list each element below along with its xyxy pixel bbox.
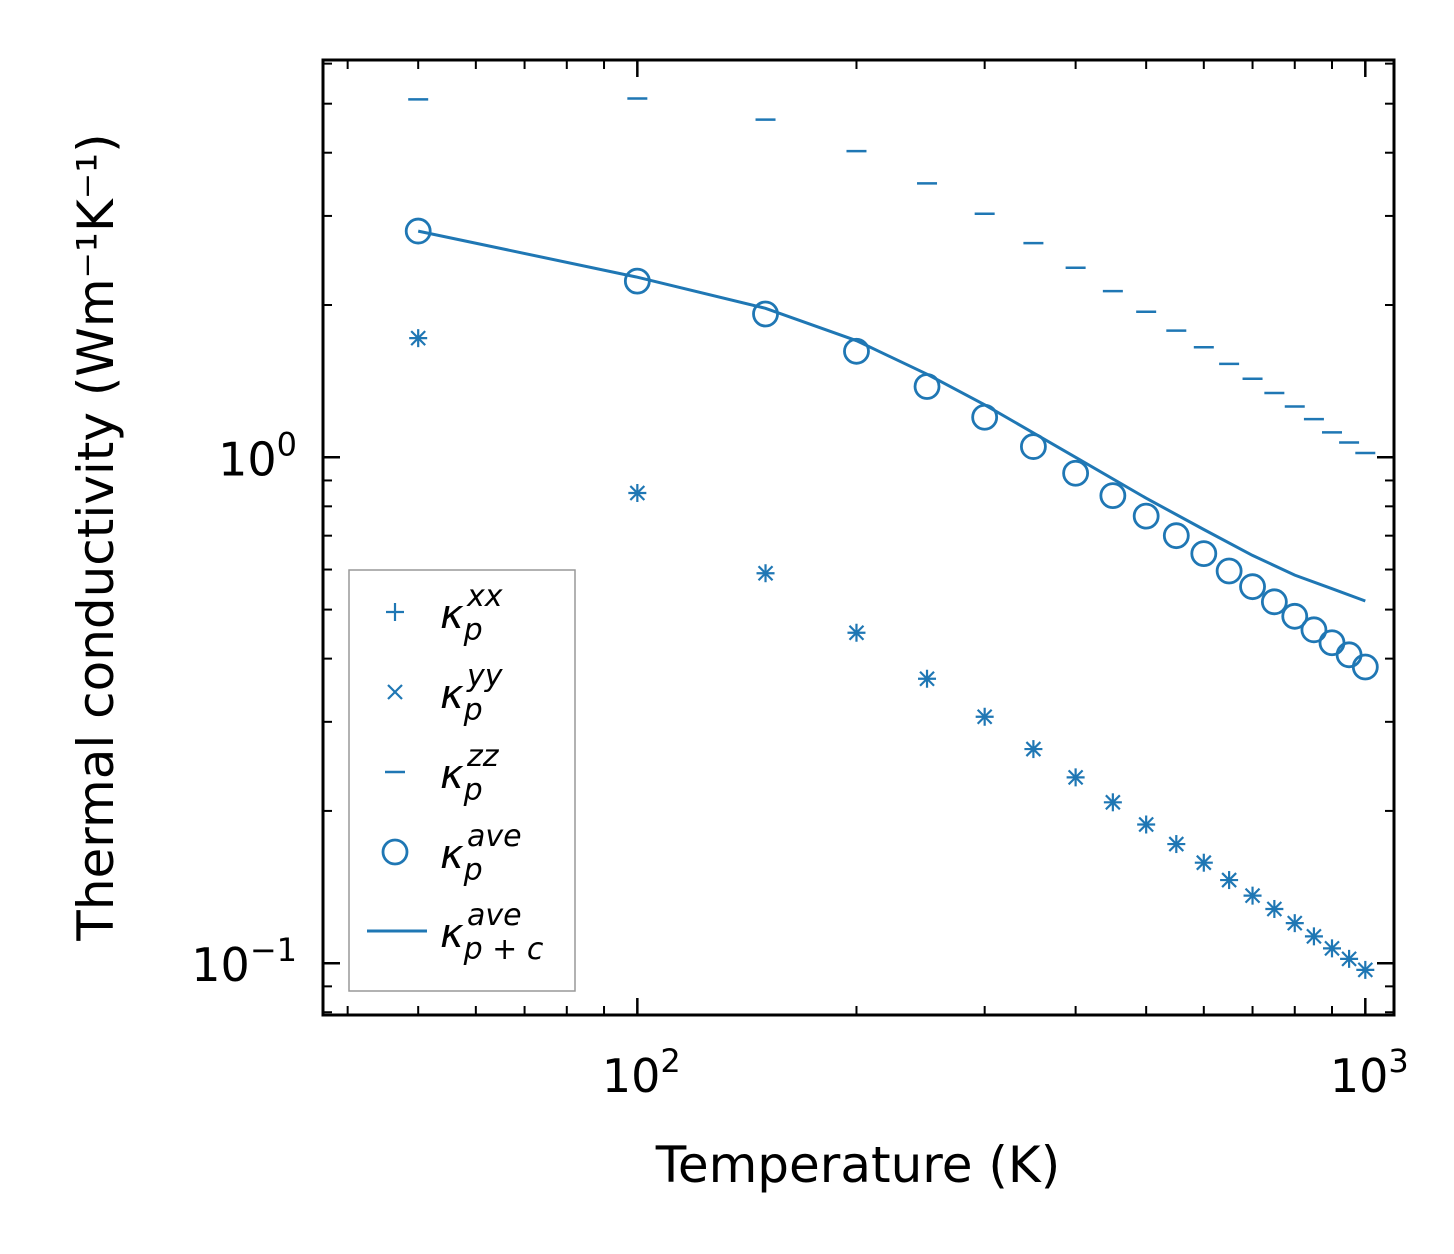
- kappa_p_ave-point: [1190, 540, 1218, 568]
- legend-label-kappa_p_xx: κpxx: [440, 579, 503, 648]
- kappa_p_ave-point: [623, 267, 651, 295]
- kappa_p_yy-point: [1357, 962, 1374, 978]
- legend-marker-kappa_p_ave: [381, 838, 409, 866]
- kappa_p_ave-point: [1351, 653, 1379, 681]
- kappa_p_yy-point: [848, 624, 865, 641]
- legend-marker-kappa_p_yy: [387, 684, 403, 700]
- kappa_p_yy-point: [629, 485, 646, 501]
- kappa_p_yy-point: [1221, 872, 1237, 888]
- tick-labels: 102 103 10−1 100: [191, 425, 1408, 1103]
- kappa_p_yy-point: [1168, 836, 1185, 852]
- kappa_p_yy-point: [1266, 901, 1283, 917]
- kappa_p_ave-point: [1260, 588, 1288, 616]
- kappa_p_ave-point: [1239, 573, 1266, 601]
- kappa_p_ave-point: [843, 337, 870, 365]
- legend-label-kappa_p_yy: κpyy: [440, 659, 504, 728]
- kappa_p_yy-point: [1067, 769, 1084, 786]
- kappa_p_yy-point: [410, 330, 426, 346]
- kappa_p_ave-point: [1062, 459, 1090, 487]
- kappa_p_yy-point: [1138, 816, 1154, 833]
- kappa_p_ave-point: [404, 217, 432, 245]
- x-tick-label: 102: [602, 1042, 681, 1103]
- kappa_p_ave-point: [1132, 502, 1160, 530]
- data-layer: [404, 97, 1379, 979]
- y-tick-label: 10−1: [191, 931, 297, 992]
- legend-label-kappa_p_zz: κpzz: [440, 739, 500, 808]
- kappa_p_ave-point: [1281, 602, 1309, 630]
- kappa_p_ave-point: [1335, 641, 1363, 669]
- plot-frame: [321, 58, 1396, 1017]
- kappa_p_ave-point: [1215, 557, 1243, 585]
- kappa_p_yy-point: [919, 670, 935, 687]
- kappa_p_yy-point: [1341, 951, 1357, 967]
- legend-marker-kappa_p_xx: [386, 603, 404, 621]
- kappa_p_yy-point: [1306, 928, 1322, 945]
- y-tick-label: 100: [218, 425, 297, 486]
- kappa_pc_ave-line: [417, 229, 1366, 603]
- legend-label-kappa_p_ave: κpave: [440, 819, 522, 888]
- kappa_p_yy-point: [757, 565, 774, 582]
- x-axis-title: Temperature (K): [655, 1136, 1060, 1194]
- legend-frame: [348, 569, 576, 992]
- kappa_p_ave-point: [1318, 629, 1346, 657]
- kappa_p_ave-point: [1162, 522, 1190, 550]
- legend: κpxx κpyy κpzz κpave κp + cave: [348, 569, 576, 992]
- kappa_p_yy-point: [1286, 915, 1303, 931]
- kappa_p_yy-point: [1025, 741, 1042, 757]
- kappa_p_yy-point: [1324, 940, 1340, 957]
- kappa_p_yy-point: [976, 708, 993, 725]
- kappa_p_yy-point: [1105, 794, 1121, 811]
- kappa_p_yy-point: [1244, 887, 1261, 904]
- x-tick-label: 103: [1330, 1042, 1409, 1103]
- kappa_p_yy-point: [1196, 854, 1212, 871]
- y-axis-title: Thermal conductivity (Wm⁻¹K⁻¹): [67, 133, 125, 941]
- kappa_p_ave-point: [1300, 616, 1328, 644]
- major-ticks: [323, 60, 1394, 1015]
- kappa_p_ave-point: [1099, 482, 1127, 510]
- legend-label-kappa_pc_ave: κp + cave: [440, 898, 544, 967]
